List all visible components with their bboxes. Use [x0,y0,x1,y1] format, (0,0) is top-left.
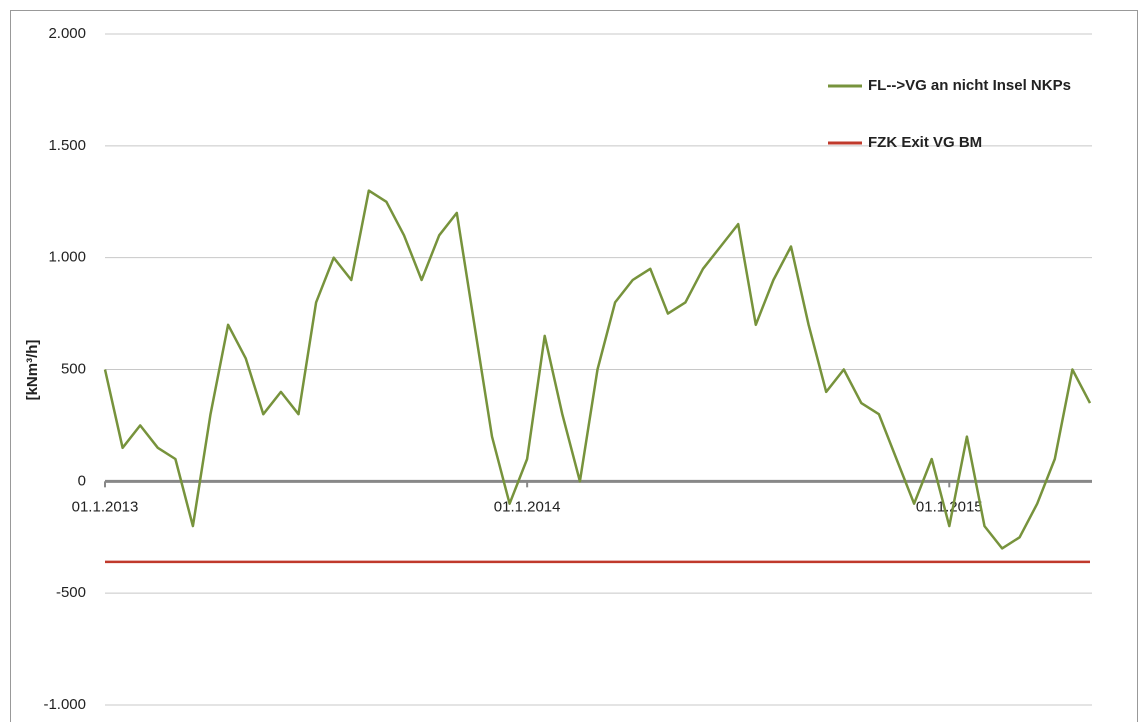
y-tick-label: 0 [78,472,86,489]
series-line [103,189,1092,550]
x-tick-label: 01.1.2013 [72,498,139,515]
legend-label: FZK Exit VG BM [868,134,982,151]
y-tick-label: -500 [56,584,86,601]
y-tick-label: 1.000 [48,249,86,266]
y-axis-label: [kNm³/h] [24,340,41,401]
chart-frame [10,10,1138,722]
x-tick-label: 01.1.2015 [916,498,983,515]
y-tick-label: 2.000 [48,25,86,42]
y-tick-label: 500 [61,360,86,377]
x-tick-label: 01.1.2014 [494,498,561,515]
legend-label: FL-->VG an nicht Insel NKPs [868,77,1071,94]
y-tick-label: 1.500 [48,137,86,154]
y-tick-label: -1.000 [43,696,86,713]
